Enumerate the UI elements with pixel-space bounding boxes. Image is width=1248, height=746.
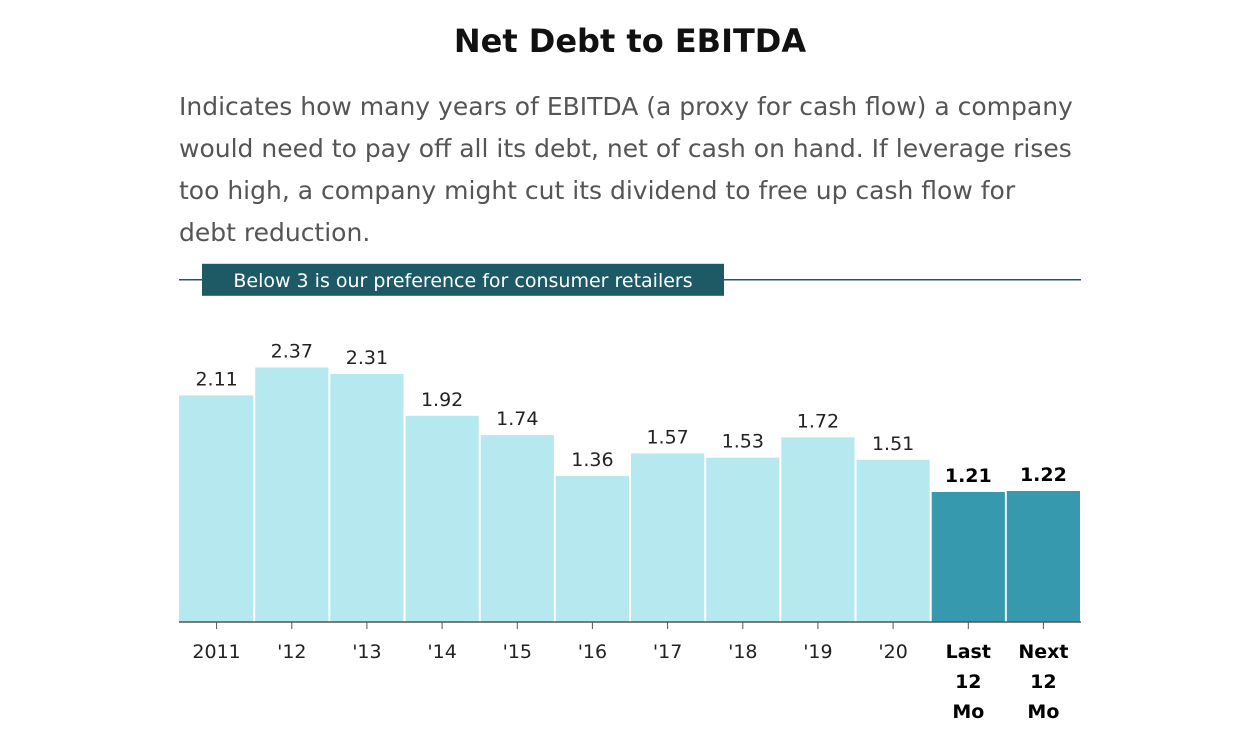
x-tick-label-1: '12	[277, 641, 306, 663]
x-tick-label-11: Next 12 Mo	[1018, 641, 1068, 723]
bar-10	[931, 492, 1005, 622]
value-label-3: 1.92	[421, 389, 463, 411]
x-tick-label-9: '20	[878, 641, 907, 663]
bar-4	[480, 435, 554, 622]
x-tick-label-0: 2011	[192, 641, 240, 663]
bar-7	[706, 457, 780, 622]
threshold-label: Below 3 is our preference for consumer r…	[233, 270, 692, 292]
x-tick-label-5: '16	[578, 641, 607, 663]
value-label-2: 2.31	[346, 347, 388, 369]
x-tick-label-8: '19	[803, 641, 832, 663]
value-label-6: 1.57	[646, 426, 688, 448]
bar-9	[856, 459, 930, 622]
bar-6	[631, 453, 705, 622]
bar-2	[330, 373, 404, 622]
x-tick-label-3: '14	[427, 641, 456, 663]
value-label-11: 1.22	[1020, 464, 1067, 486]
chart-title: Net Debt to EBITDA	[453, 22, 807, 60]
bar-0	[179, 395, 254, 622]
chart-subtitle: Indicates how many years of EBITDA (a pr…	[179, 92, 1073, 247]
value-label-4: 1.74	[496, 408, 538, 430]
value-label-10: 1.21	[945, 465, 992, 487]
threshold-label-box	[202, 263, 724, 296]
x-axis: 2011 '12 '13 '14 '15 '16 '17 '18 '19 '20 Last 12 Mo N…	[179, 621, 1081, 723]
value-label-7: 1.53	[722, 431, 764, 453]
bar-11	[1006, 491, 1080, 622]
x-tick-label-10: Last 12 Mo	[946, 641, 991, 723]
bar-8	[781, 437, 855, 622]
value-label-0: 2.11	[195, 368, 237, 390]
x-tick-label-7: '18	[728, 641, 757, 663]
bar-1	[255, 367, 329, 622]
value-label-8: 1.72	[797, 410, 839, 432]
value-label-1: 2.37	[271, 341, 313, 363]
x-tick-label-6: '17	[653, 641, 682, 663]
value-labels-layer: 2.11 2.37 2.31 1.92 1.74 1.36 1.57 1.53 1.72 1.51…	[195, 341, 1066, 488]
value-label-5: 1.36	[571, 449, 613, 471]
threshold-layer: Below 3 is our preference for consumer r…	[179, 263, 1081, 296]
bar-5	[555, 475, 629, 622]
x-tick-label-4: '15	[503, 641, 532, 663]
bars-layer	[179, 367, 1080, 622]
x-tick-label-2: '13	[352, 641, 381, 663]
bar-3	[405, 415, 479, 622]
value-label-9: 1.51	[872, 433, 914, 455]
